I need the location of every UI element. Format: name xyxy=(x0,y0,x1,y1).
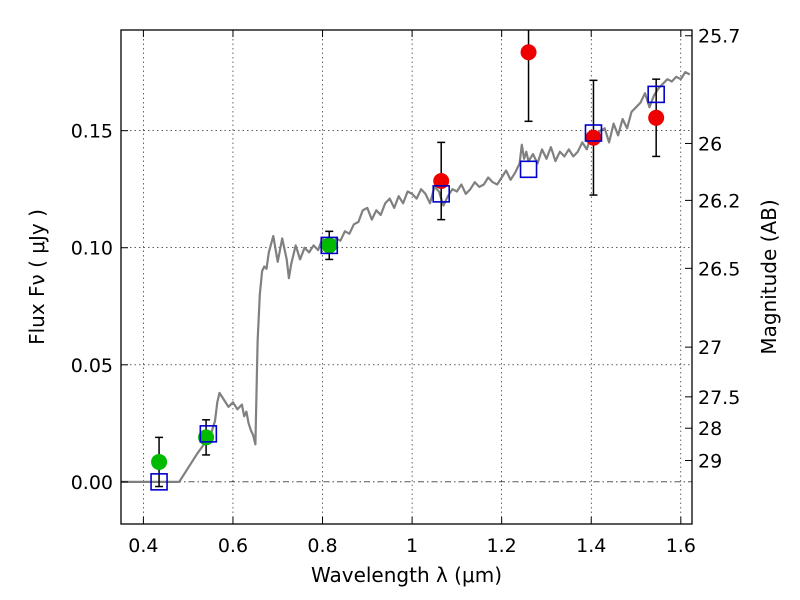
y-tick-label: 0.15 xyxy=(71,121,113,143)
x-tick-label: 0.4 xyxy=(128,535,158,557)
model-point-square xyxy=(519,160,538,179)
model-point-square xyxy=(199,425,218,443)
y2-tick-label: 26.2 xyxy=(698,190,740,212)
y2-tick-label: 26.5 xyxy=(698,258,740,280)
ticks-layer: 0.4 0.6 0.8 1 1.2 1.4 1.6 0.00 0.05 0.10 0.15 25.7 2… xyxy=(71,26,741,557)
x-tick-label: 1.6 xyxy=(666,535,696,557)
data-point-circle xyxy=(433,173,450,190)
error-bars-layer xyxy=(155,30,661,488)
x-axis-label: Wavelength λ (μm) xyxy=(311,563,502,587)
y-axis-label: Flux Fν ( μJy ) xyxy=(25,209,49,345)
y2-axis-label: Magnitude (AB) xyxy=(757,199,781,354)
x-tick-label: 0.6 xyxy=(218,535,248,557)
y-tick-label: 0.10 xyxy=(71,238,113,260)
model-point-square xyxy=(320,236,339,255)
y2-tick-label: 27 xyxy=(698,337,722,359)
model-point-square xyxy=(432,185,451,203)
y2-tick-label: 26 xyxy=(698,133,722,155)
model-point-square xyxy=(150,473,168,491)
model-point-square xyxy=(647,85,665,104)
y2-tick-label: 28 xyxy=(698,418,722,440)
data-point-circle xyxy=(321,237,338,254)
y-tick-label: 0.00 xyxy=(71,472,113,494)
data-point-circle xyxy=(520,44,537,61)
data-point-circle xyxy=(151,453,168,470)
data-point-circle xyxy=(585,129,602,146)
y2-tick-label: 29 xyxy=(698,451,722,473)
y2-tick-label: 27.5 xyxy=(698,387,740,409)
x-tick-label: 1 xyxy=(406,535,418,557)
plot-frame xyxy=(120,29,693,525)
x-tick-label: 1.2 xyxy=(487,535,517,557)
markers-layer xyxy=(150,44,665,491)
x-tick-label: 1.4 xyxy=(576,535,606,557)
x-tick-label: 0.8 xyxy=(307,535,337,557)
model-point-square xyxy=(584,124,603,142)
y-tick-label: 0.05 xyxy=(71,355,113,377)
y2-tick-label: 25.7 xyxy=(698,26,740,48)
data-point-circle xyxy=(648,109,665,126)
